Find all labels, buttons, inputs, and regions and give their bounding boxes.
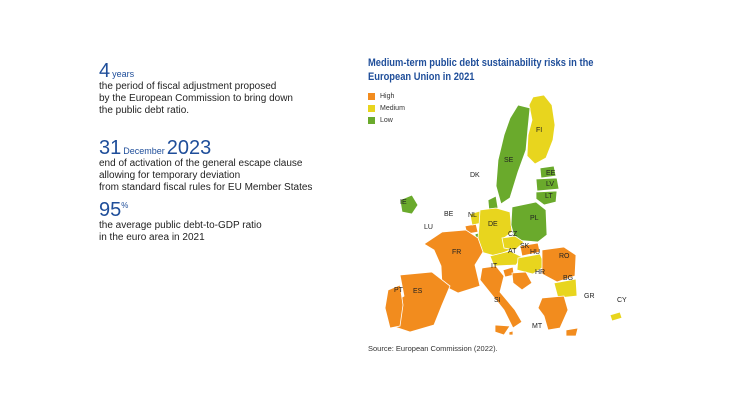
legend-item-low: Low <box>368 114 405 126</box>
stat-value: 31 <box>99 137 122 159</box>
country-label-hu: HU <box>530 249 540 256</box>
country-gr <box>537 295 579 337</box>
map-title: Medium-term public debt sustainability r… <box>368 57 594 83</box>
country-label-cy: CY <box>617 297 627 304</box>
country-label-ie: IE <box>400 199 407 206</box>
stat-value: 95 <box>99 199 122 221</box>
country-label-bg: BG <box>563 275 573 282</box>
legend-swatch <box>368 92 375 100</box>
legend-label: High <box>380 92 395 100</box>
country-label-ro: RO <box>559 253 570 260</box>
country-hu <box>516 253 546 275</box>
stat-unit: December <box>123 146 165 156</box>
country-label-lu: LU <box>424 224 433 231</box>
country-label-at: AT <box>508 248 517 255</box>
stat-description: the average public debt-to-GDP ratio in … <box>99 220 262 243</box>
country-fi <box>526 94 556 165</box>
country-lv <box>535 177 560 192</box>
stat-description: end of activation of the general escape … <box>99 158 313 193</box>
country-label-mt: MT <box>532 323 543 330</box>
stat-escape-clause: 31 December 2023 end of activation of the … <box>99 138 312 194</box>
legend-label: Low <box>380 116 393 124</box>
country-hr <box>511 271 533 291</box>
country-label-pt: PT <box>394 287 404 294</box>
country-label-it: IT <box>491 263 498 270</box>
country-label-fr: FR <box>452 249 461 256</box>
country-pl <box>510 201 548 243</box>
legend-item-medium: Medium <box>368 102 405 114</box>
stat-fiscal-adjustment: 4 years the period of fiscal adjustment p… <box>99 61 293 117</box>
legend-swatch <box>368 116 375 124</box>
legend-label: Medium <box>380 104 405 112</box>
country-label-dk: DK <box>470 172 480 179</box>
country-ee <box>539 165 557 179</box>
stat-description: the period of fiscal adjustment proposed… <box>99 81 293 116</box>
stat-unit: % <box>121 201 129 210</box>
country-label-sk: SK <box>520 243 530 250</box>
country-label-si: SI <box>494 297 501 304</box>
country-label-hr: HR <box>535 269 545 276</box>
country-label-fi: FI <box>536 127 542 134</box>
source-note: Source: European Commission (2022). <box>368 344 498 353</box>
country-label-pl: PL <box>530 215 539 222</box>
country-label-de: DE <box>488 221 498 228</box>
country-ro <box>541 246 577 283</box>
country-label-ee: EE <box>546 170 556 177</box>
stat-value: 4 <box>99 60 111 82</box>
country-se <box>495 104 531 205</box>
legend-item-high: High <box>368 90 405 102</box>
country-label-gr: GR <box>584 293 595 300</box>
country-label-nl: NL <box>468 212 477 219</box>
stat-debt-ratio: 95% the average public debt-to-GDP ratio… <box>99 200 262 244</box>
stat-unit: years <box>112 69 135 79</box>
legend-swatch <box>368 104 375 112</box>
country-bg <box>553 278 578 299</box>
country-label-lt: LT <box>545 193 553 200</box>
country-it <box>479 265 523 336</box>
country-sk <box>519 242 541 257</box>
country-cy <box>609 311 623 322</box>
country-label-es: ES <box>413 288 423 295</box>
country-mt <box>508 330 514 336</box>
stat-value-year: 2023 <box>166 137 212 159</box>
country-label-lv: LV <box>546 181 554 188</box>
country-dk <box>487 195 499 212</box>
country-pt <box>384 284 404 329</box>
country-ie <box>399 194 419 215</box>
country-fr <box>423 229 484 294</box>
country-label-cz: CZ <box>508 231 518 238</box>
country-cz <box>501 235 525 251</box>
country-label-se: SE <box>504 157 514 164</box>
country-lt <box>535 190 558 206</box>
map-legend: High Medium Low <box>368 90 405 126</box>
country-label-be: BE <box>444 211 454 218</box>
